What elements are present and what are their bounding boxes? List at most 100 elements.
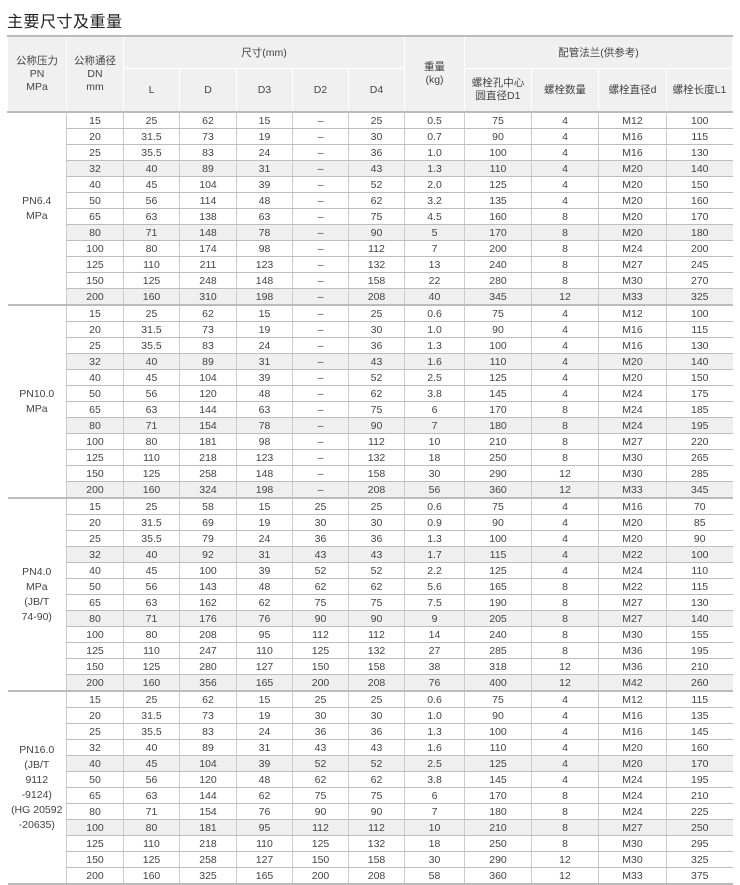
table-cell: 56 <box>123 385 180 402</box>
table-row: 80 71 176 76 90 90 9 205 8 M27 140 <box>8 610 733 627</box>
table-row: 150 125 280 127 150 158 38 318 12 M36 210 <box>8 658 733 675</box>
table-cell: M30 <box>598 626 667 643</box>
header-D: D <box>179 68 237 112</box>
table-cell: 7 <box>404 240 465 257</box>
table-cell: – <box>292 337 349 354</box>
table-cell: 150 <box>292 851 349 868</box>
table-cell: M12 <box>598 691 667 708</box>
table-cell: 125 <box>66 449 124 466</box>
table-cell: 125 <box>123 465 180 482</box>
table-cell: – <box>292 449 349 466</box>
table-row: 65 63 162 62 75 75 7.5 190 8 M27 130 <box>8 594 733 611</box>
table-cell: 56 <box>123 192 180 209</box>
table-cell: 0.5 <box>404 112 465 129</box>
table-cell: – <box>292 272 349 289</box>
table-row: 40 45 104 39–52 2.5 125 4 M20 150 <box>8 369 733 386</box>
table-cell: 63 <box>123 401 180 418</box>
table-row: 32 40 89 31–43 1.3 110 4 M20 140 <box>8 160 733 177</box>
table-cell: 150 <box>666 369 733 386</box>
table-row: PN16.0 (JB/T 9112 -9124) (HG 20592 -2063… <box>7 691 733 885</box>
table-cell: 24 <box>236 337 293 354</box>
table-cell: 56 <box>404 481 465 499</box>
table-cell: 400 <box>464 674 532 692</box>
table-cell: 27 <box>404 642 465 659</box>
table-cell: 375 <box>666 867 733 885</box>
table-cell: 75 <box>464 691 532 708</box>
table-cell: M22 <box>598 546 667 563</box>
table-cell: 4 <box>531 192 599 209</box>
table-cell: 8 <box>531 433 599 450</box>
table-cell: 5.6 <box>404 578 465 595</box>
table-cell: 50 <box>66 771 124 788</box>
table-row: 40 45 104 39 52 52 2.5 125 4 M20 170 <box>8 755 733 772</box>
table-cell: 4 <box>531 385 599 402</box>
table-cell: 8 <box>531 835 599 852</box>
table-cell: 15 <box>236 305 293 322</box>
header-bolt-count: 螺栓数量 <box>531 68 600 112</box>
table-cell: 40 <box>66 176 124 193</box>
table-cell: 104 <box>179 176 237 193</box>
table-row: 100 80 208 95 112 112 14 240 8 M30 155 <box>8 626 733 643</box>
table-cell: 1.0 <box>404 144 465 161</box>
table-cell: 48 <box>236 385 293 402</box>
table-cell: 170 <box>666 755 733 772</box>
table-cell: – <box>292 465 349 482</box>
table-cell: 4 <box>531 128 599 145</box>
table-cell: 125 <box>123 851 180 868</box>
table-cell: 25 <box>347 498 405 515</box>
table-cell: M27 <box>598 610 667 627</box>
table-cell: 8 <box>531 787 599 804</box>
table-cell: 80 <box>123 819 180 836</box>
table-cell: – <box>292 160 349 177</box>
table-cell: 150 <box>292 658 349 675</box>
table-cell: 148 <box>236 272 293 289</box>
table-cell: 45 <box>123 562 180 579</box>
table-row: 25 35.5 79 24 36 36 1.3 100 4 M20 90 <box>8 530 733 547</box>
table-cell: 36 <box>347 337 405 354</box>
table-cell: M24 <box>598 787 667 804</box>
table-cell: 25 <box>347 691 405 708</box>
table-cell: 155 <box>666 626 733 643</box>
table-cell: 1.3 <box>404 530 465 547</box>
table-cell: 18 <box>404 449 465 466</box>
table-cell: 125 <box>464 176 532 193</box>
table-cell: 4 <box>531 514 599 531</box>
table-cell: 9 <box>404 610 465 627</box>
table-cell: M36 <box>598 642 667 659</box>
table-cell: 1.0 <box>404 707 465 724</box>
table-cell: 144 <box>179 401 237 418</box>
table-cell: 150 <box>66 851 124 868</box>
table-row: 50 56 120 48–62 3.8 145 4 M24 175 <box>8 385 733 402</box>
table-cell: 310 <box>179 288 237 306</box>
table-cell: 4 <box>531 305 599 322</box>
table-cell: M20 <box>598 530 667 547</box>
table-cell: 145 <box>666 723 733 740</box>
table-cell: 2.0 <box>404 176 465 193</box>
table-cell: 40 <box>404 288 465 306</box>
header-pn: 公称压力 PN MPa <box>7 36 67 112</box>
table-cell: 125 <box>464 755 532 772</box>
table-cell: M24 <box>598 417 667 434</box>
table-cell: – <box>292 305 349 322</box>
table-cell: 285 <box>464 642 532 659</box>
table-cell: 31.5 <box>123 321 180 338</box>
table-cell: 200 <box>66 288 124 306</box>
table-cell: 31.5 <box>123 128 180 145</box>
table-cell: 160 <box>666 739 733 756</box>
table-cell: 115 <box>464 546 532 563</box>
table-cell: – <box>292 192 349 209</box>
table-row: 150 125 258 127 150 158 30 290 12 M30 325 <box>8 851 733 868</box>
table-cell: 4 <box>531 160 599 177</box>
table-cell: 12 <box>531 658 599 675</box>
table-cell: 85 <box>666 514 733 531</box>
table-cell: M20 <box>598 176 667 193</box>
table-cell: 89 <box>179 353 237 370</box>
table-cell: 35.5 <box>123 337 180 354</box>
table-cell: 150 <box>66 658 124 675</box>
table-row: 32 40 89 31–43 1.6 110 4 M20 140 <box>8 353 733 370</box>
table-cell: M36 <box>598 658 667 675</box>
table-cell: 245 <box>666 256 733 273</box>
table-cell: 208 <box>179 626 237 643</box>
table-cell: 22 <box>404 272 465 289</box>
table-cell: 248 <box>179 272 237 289</box>
